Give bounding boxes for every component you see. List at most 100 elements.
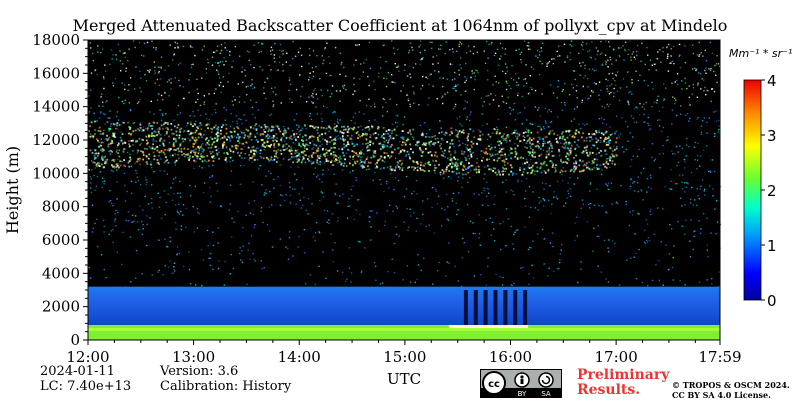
noise-speck: [110, 49, 112, 51]
noise-speck: [645, 101, 647, 104]
noise-speck: [220, 49, 223, 52]
noise-speck: [627, 140, 629, 142]
noise-speck: [241, 132, 243, 134]
cirrus-speck: [529, 141, 531, 143]
noise-speck: [129, 153, 131, 155]
noise-speck: [220, 91, 222, 93]
noise-speck: [624, 50, 626, 52]
cirrus-speck: [416, 140, 419, 143]
noise-speck: [699, 165, 701, 167]
noise-speck: [629, 165, 632, 167]
cirrus-speck: [577, 146, 580, 148]
noise-speck: [422, 200, 424, 202]
cirrus-speck: [186, 122, 189, 125]
noise-speck: [124, 88, 126, 91]
noise-speck: [651, 279, 654, 282]
noise-speck: [350, 119, 353, 122]
noise-speck: [166, 246, 169, 248]
noise-speck: [324, 48, 326, 50]
noise-speck: [272, 159, 274, 162]
noise-speck: [148, 71, 150, 73]
noise-speck: [301, 160, 303, 162]
noise-speck: [658, 259, 660, 262]
noise-speck: [605, 40, 607, 42]
cirrus-speck: [101, 158, 104, 160]
cirrus-speck: [574, 168, 576, 171]
cirrus-speck: [562, 131, 564, 133]
noise-speck: [203, 103, 205, 105]
cirrus-speck: [433, 154, 436, 157]
noise-speck: [131, 214, 134, 216]
noise-speck: [490, 234, 492, 236]
cirrus-speck: [352, 155, 354, 158]
noise-speck: [168, 79, 170, 81]
cirrus-speck: [90, 121, 93, 124]
cirrus-speck: [206, 141, 209, 144]
cirrus-speck: [158, 151, 161, 154]
noise-speck: [173, 53, 176, 55]
cirrus-speck: [520, 156, 522, 159]
noise-speck: [160, 56, 163, 58]
noise-speck: [103, 78, 105, 80]
cirrus-speck: [254, 158, 256, 161]
noise-speck: [150, 100, 152, 103]
cirrus-speck: [486, 159, 488, 161]
noise-speck: [527, 48, 530, 50]
noise-speck: [225, 60, 227, 62]
cirrus-speck: [169, 147, 172, 150]
noise-speck: [374, 155, 376, 158]
noise-speck: [321, 174, 324, 176]
noise-speck: [688, 85, 690, 87]
cirrus-speck: [194, 153, 196, 156]
noise-speck: [352, 158, 354, 161]
cirrus-speck: [582, 160, 584, 163]
cirrus-speck: [104, 160, 106, 163]
noise-speck: [391, 81, 393, 83]
cirrus-speck: [585, 164, 587, 167]
cirrus-speck: [382, 143, 385, 146]
cirrus-speck: [602, 133, 605, 136]
noise-speck: [203, 101, 206, 103]
noise-speck: [446, 193, 448, 196]
noise-speck: [697, 116, 699, 119]
noise-speck: [667, 136, 669, 138]
cirrus-speck: [274, 139, 277, 141]
noise-speck: [395, 66, 398, 68]
noise-speck: [277, 176, 279, 178]
noise-speck: [454, 106, 456, 108]
cirrus-speck: [200, 124, 203, 126]
noise-speck: [370, 210, 372, 212]
noise-speck: [671, 266, 674, 269]
cirrus-speck: [178, 150, 180, 153]
noise-speck: [610, 83, 613, 85]
noise-speck: [159, 78, 162, 80]
noise-speck: [144, 195, 146, 198]
noise-speck: [481, 192, 483, 194]
noise-speck: [641, 42, 643, 44]
cirrus-speck: [129, 156, 131, 159]
noise-speck: [171, 272, 173, 275]
cirrus-speck: [113, 133, 116, 136]
noise-speck: [177, 212, 179, 214]
cirrus-speck: [397, 162, 400, 165]
noise-speck: [229, 54, 231, 56]
noise-speck: [646, 241, 649, 243]
cirrus-speck: [89, 125, 92, 128]
cirrus-speck: [558, 137, 561, 140]
cirrus-speck: [407, 167, 409, 169]
noise-speck: [114, 136, 117, 138]
cirrus-speck: [569, 150, 572, 152]
cirrus-speck: [230, 135, 233, 137]
noise-speck: [601, 63, 604, 65]
noise-speck: [232, 159, 234, 162]
noise-speck: [610, 59, 612, 61]
cirrus-speck: [218, 157, 220, 160]
noise-speck: [493, 228, 495, 230]
noise-speck: [705, 72, 707, 74]
noise-speck: [216, 69, 218, 71]
cirrus-speck: [339, 155, 342, 158]
cirrus-speck: [283, 149, 286, 151]
noise-speck: [417, 144, 419, 146]
noise-speck: [151, 167, 153, 169]
